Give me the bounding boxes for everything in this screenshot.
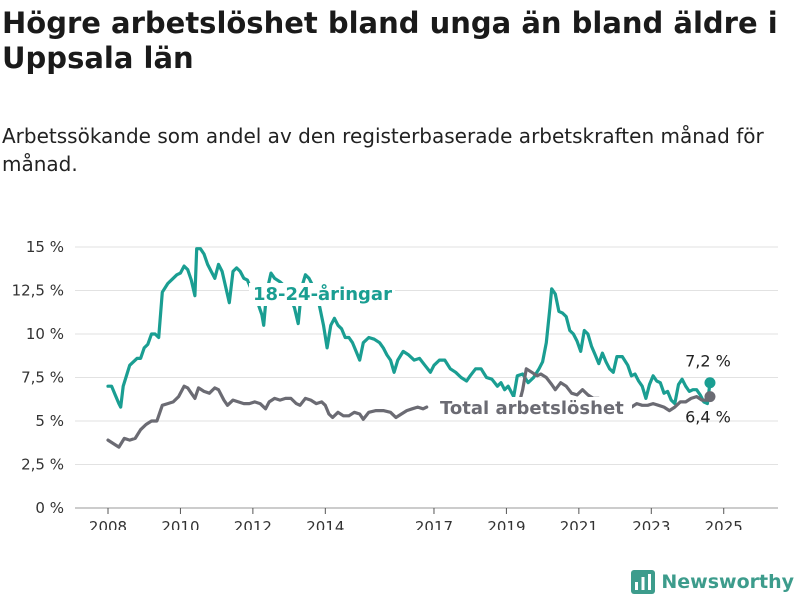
- series-end-value: 6,4 %: [685, 408, 731, 427]
- x-tick-label: 2008: [89, 518, 127, 530]
- series-end-marker: [704, 391, 716, 403]
- brand-name: Newsworthy: [661, 571, 794, 593]
- y-tick-label: 12,5 %: [12, 282, 64, 300]
- series-label-background: [249, 283, 395, 306]
- chart-title: Högre arbetslöshet bland unga än bland ä…: [2, 6, 778, 75]
- series-end-marker: [704, 377, 716, 389]
- brand-logo: Newsworthy: [631, 570, 794, 594]
- line-chart: 0 % 2,5 % 5 % 7,5 % 10 % 12,5 % 15 % 2008 2010 20…: [12, 238, 778, 530]
- x-tick-label: 2021: [560, 518, 598, 530]
- x-tick-label: 2017: [415, 518, 453, 530]
- y-tick-label: 2,5 %: [21, 456, 64, 474]
- x-tick-label: 2012: [234, 518, 272, 530]
- x-tick-label: 2019: [487, 518, 525, 530]
- y-tick-label: 0 %: [35, 499, 64, 517]
- grid-layer: [75, 246, 778, 509]
- series-line-youth: [106, 247, 712, 409]
- y-tick-label: 5 %: [35, 412, 64, 430]
- x-tick-label: 2023: [632, 518, 670, 530]
- chart-subtitle: Arbetssökande som andel av den registerb…: [2, 124, 764, 176]
- series-label: 18-24-åringar: [253, 283, 392, 305]
- series-label: Total arbetslöshet: [440, 398, 624, 419]
- axis-layer: 0 % 2,5 % 5 % 7,5 % 10 % 12,5 % 15 % 2008 2010 20…: [12, 238, 743, 530]
- label-layer: 7,2 % 6,4 % 18-24-åringar Total arbetslöshe…: [249, 283, 731, 427]
- series-label-background: [436, 397, 632, 420]
- x-tick-label: 2014: [306, 518, 344, 530]
- x-tick-label: 2010: [161, 518, 199, 530]
- bar-chart-icon: [631, 570, 656, 594]
- series-end-value: 7,2 %: [685, 352, 731, 371]
- y-tick-label: 15 %: [26, 238, 64, 256]
- y-tick-label: 7,5 %: [21, 369, 64, 387]
- series-line-total: [106, 384, 429, 449]
- y-tick-label: 10 %: [26, 325, 64, 343]
- x-tick-label: 2025: [705, 518, 743, 530]
